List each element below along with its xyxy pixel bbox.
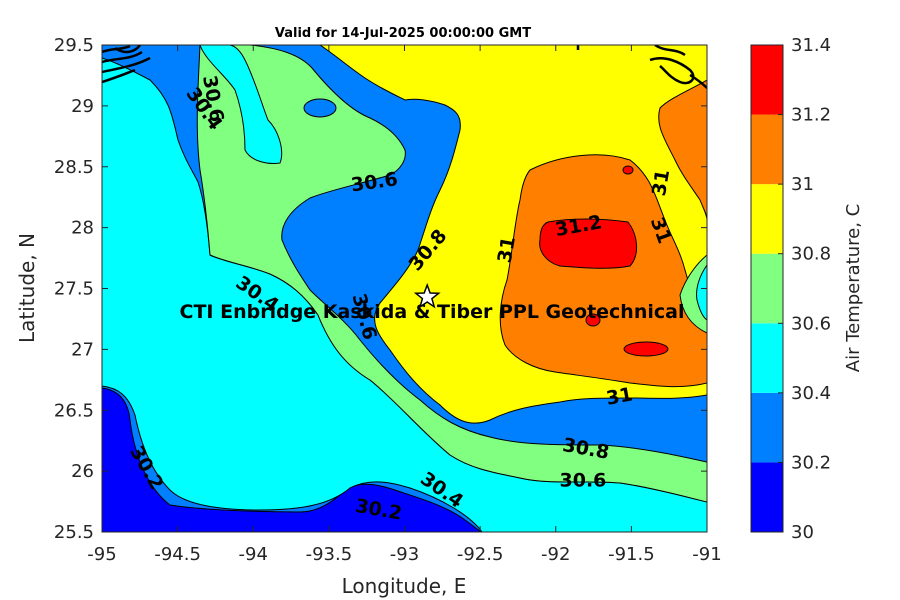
x-tick-label: -93.5: [306, 544, 353, 565]
colorbar-tick-label: 30.8: [791, 244, 831, 265]
colorbar-ticks: 30 30.2 30.4 30.6 30.8 31 31.2 31.4: [778, 35, 831, 543]
y-axis-label: Latitude, N: [15, 233, 39, 343]
band-31-2-south: [623, 341, 669, 357]
star-marker-shape: [413, 282, 441, 309]
y-tick-label: 25.5: [54, 522, 94, 543]
colorbar-segment: [751, 462, 783, 532]
x-tick-label: -92.5: [457, 544, 504, 565]
x-tick-label: -94: [239, 544, 268, 565]
band-31-2-dot2: [622, 165, 634, 175]
x-tick-label: -95: [87, 544, 116, 565]
site-star-marker: [413, 282, 441, 309]
band-30-2-blob: [303, 98, 337, 118]
x-axis-label: Longitude, E: [342, 574, 467, 598]
band-30-6: [196, 45, 707, 503]
band-30-6-east: [679, 254, 707, 334]
contour-label: 31: [494, 235, 520, 265]
band-30-4-east: [696, 264, 707, 321]
band-31-2-main: [539, 218, 637, 269]
colorbar-tick-label: 31.4: [791, 35, 831, 56]
x-tick-label: -92: [541, 544, 570, 565]
chart-title: Valid for 14-Jul-2025 00:00:00 GMT: [275, 26, 531, 41]
colorbar-segment: [751, 392, 783, 463]
colorbar-segment: [751, 184, 783, 254]
colorbar-frame: [750, 44, 784, 533]
y-tick-label: 28: [71, 218, 94, 239]
x-ticks: -95 -94.5 -94 -93.5 -93 -92.5 -92 -91.5 -91: [87, 45, 722, 565]
colorbar-segment: [751, 253, 783, 324]
colorbar-tick-label: 30: [791, 522, 814, 543]
colorbar-segment: [751, 114, 783, 185]
band-30-0-south: [102, 387, 483, 532]
band-31-0-ne: [658, 79, 707, 221]
contour-label: 31: [605, 383, 635, 409]
x-tick-label: -91.5: [608, 544, 655, 565]
colorbar-tick-label: 30.4: [791, 383, 831, 404]
coastline-east: [576, 45, 707, 89]
y-tick-label: 27: [71, 339, 94, 360]
y-ticks: 25.5 26 26.5 27 27.5 28 28.5 29 29.5: [54, 35, 707, 543]
x-tick-label: -93: [390, 544, 419, 565]
y-tick-label: 28.5: [54, 157, 94, 178]
y-tick-label: 29: [71, 96, 94, 117]
band-30-4-inner: [199, 45, 283, 164]
band-31-2-dot1: [585, 313, 601, 327]
colorbar-tick-label: 30.6: [791, 313, 831, 334]
colorbar-tick-label: 31.2: [791, 105, 831, 126]
colorbar-segment: [751, 45, 783, 115]
contour-field: [102, 45, 707, 532]
colorbar-segment: [751, 323, 783, 393]
band-31-0: [499, 154, 707, 388]
x-tick-label: -94.5: [154, 544, 201, 565]
coastline-west: [102, 45, 151, 84]
contour-label: 31: [648, 168, 674, 198]
colorbar: [750, 44, 784, 533]
y-tick-label: 29.5: [54, 35, 94, 56]
contour-label: 30.6: [560, 470, 607, 492]
y-tick-label: 26.5: [54, 400, 94, 421]
site-annotation: CTI Enbridge Kaskida & Tiber PPL Geotech…: [180, 301, 685, 323]
y-tick-label: 27.5: [54, 279, 94, 300]
colorbar-tick-label: 30.2: [791, 452, 831, 473]
y-tick-label: 26: [71, 461, 94, 482]
colorbar-tick-label: 31: [791, 174, 814, 195]
x-tick-label: -91: [692, 544, 721, 565]
colorbar-label: Air Temperature, C: [843, 204, 864, 372]
